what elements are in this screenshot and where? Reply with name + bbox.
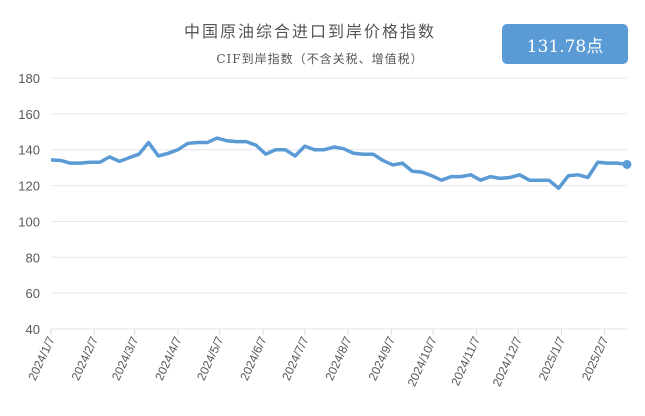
- x-tick-label: 2024/4/7: [152, 334, 185, 383]
- y-tick-label: 160: [18, 107, 40, 122]
- x-tick-label: 2024/1/7: [25, 334, 58, 383]
- x-tick-label: 2024/7/7: [279, 334, 312, 383]
- x-tick-label: 2024/8/7: [322, 334, 355, 383]
- y-tick-label: 140: [18, 143, 40, 158]
- x-tick-label: 2024/5/7: [194, 334, 227, 383]
- chart-subtitle: CIF到岸指数（不含关税、增值税）: [216, 52, 424, 66]
- y-tick-label: 60: [26, 286, 40, 301]
- x-tick-label: 2024/9/7: [366, 334, 399, 383]
- x-tick-label: 2024/10/7: [405, 334, 440, 389]
- y-tick-label: 40: [26, 322, 40, 337]
- x-tick-label: 2024/6/7: [237, 334, 270, 383]
- y-tick-label: 80: [26, 250, 40, 265]
- y-tick-label: 180: [18, 71, 40, 86]
- y-tick-label: 100: [18, 214, 40, 229]
- x-tick-label: 2024/3/7: [109, 334, 142, 383]
- x-tick-label: 2025/1/7: [536, 334, 569, 383]
- data-point: [622, 159, 632, 169]
- x-tick-label: 2025/2/7: [579, 334, 612, 383]
- x-tick-label: 2024/12/7: [490, 334, 525, 389]
- y-tick-label: 120: [18, 179, 40, 194]
- x-tick-label: 2024/11/7: [448, 334, 483, 388]
- x-tick-label: 2024/2/7: [69, 334, 102, 383]
- latest-value-badge: 131.78点: [502, 24, 628, 64]
- chart-title: 中国原油综合进口到岸价格指数: [183, 22, 436, 41]
- series-line: [50, 136, 628, 191]
